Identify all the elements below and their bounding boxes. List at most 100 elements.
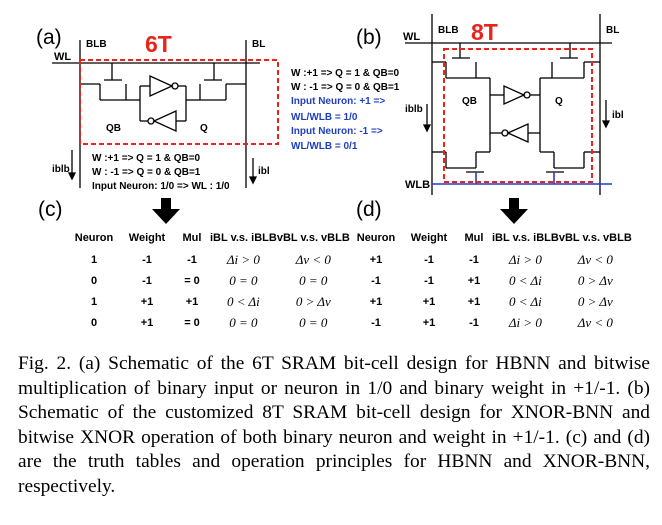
cell: 0 < Δi (509, 272, 542, 288)
panel-b-label: (b) (356, 26, 382, 49)
cell: = 0 (184, 274, 200, 287)
cell: -1 (371, 316, 381, 329)
header-weight: Weight (410, 232, 448, 244)
panel-b-blb-label: BLB (438, 25, 459, 36)
panel-d-label: (d) (356, 198, 382, 221)
panel-a-iblb-label: iblb (52, 164, 70, 175)
panel-c-label: (c) (38, 198, 63, 221)
cell: Δv < 0 (577, 251, 613, 267)
cell: Δi > 0 (508, 251, 542, 267)
cell: +1 (369, 253, 383, 266)
cell: -1 (469, 316, 479, 329)
panel-a-op-line-3: Input Neuron: 1/0 => WL : 1/0 (92, 181, 230, 192)
header-mul: Mul (464, 232, 484, 244)
table-row: +1 +1 +1 0 < Δi 0 > Δv (350, 291, 632, 312)
table-row: 0 +1 = 0 0 = 0 0 = 0 (68, 312, 350, 333)
header-current: iBL v.s. iBLB (210, 232, 277, 244)
cell: Δv < 0 (295, 251, 331, 267)
cell: 0 > Δv (295, 293, 331, 309)
panel-b-qb-label: QB (462, 96, 477, 107)
cell: -1 (424, 253, 434, 266)
panel-b-q-label: Q (555, 96, 563, 107)
cell: +1 (467, 295, 481, 308)
table-header-row: Neuron Weight Mul iBL v.s. iBLB vBL v.s.… (68, 227, 350, 249)
truth-table-c: Neuron Weight Mul iBL v.s. iBLB vBL v.s.… (68, 227, 350, 333)
table-row: 1 +1 +1 0 < Δi 0 > Δv (68, 291, 350, 312)
panel-a-cell-boundary (79, 59, 279, 145)
table-row: 1 -1 -1 Δi > 0 Δv < 0 (68, 249, 350, 270)
cell: 0 = 0 (229, 314, 258, 330)
cell: 0 < Δi (509, 293, 542, 309)
panel-a-qb-label: QB (106, 123, 121, 134)
table-row: +1 -1 -1 Δi > 0 Δv < 0 (350, 249, 632, 270)
panel-a-current-arrows (67, 150, 258, 185)
header-neuron: Neuron (74, 232, 114, 244)
panel-b-wl-label: WL (403, 31, 420, 43)
panel-a-q-label: Q (200, 123, 208, 134)
cell: 0 > Δv (577, 272, 613, 288)
panel-b-cell-boundary (443, 48, 593, 183)
down-arrow-c (152, 198, 180, 224)
panel-b-op-line-4: WL/WLB = 1/0 (291, 112, 358, 123)
panel-a-op-line-2: W : -1 => Q = 0 & QB=1 (92, 167, 201, 178)
header-neuron: Neuron (356, 232, 396, 244)
cell: -1 (187, 253, 197, 266)
cell: 0 = 0 (299, 272, 328, 288)
cell: -1 (142, 274, 152, 287)
panel-b-op-line-2: W : -1 => Q = 0 & QB=1 (291, 82, 400, 93)
panel-b-bl-label: BL (606, 25, 619, 36)
cell: -1 (469, 253, 479, 266)
cell: 0 < Δi (227, 293, 260, 309)
panel-a-title: 6T (145, 31, 172, 57)
cell: +1 (140, 295, 154, 308)
panel-a-op-line-1: W :+1 => Q = 1 & QB=0 (92, 153, 201, 164)
panel-a-label: (a) (36, 26, 62, 49)
cell: Δi > 0 (226, 251, 260, 267)
panel-b-iblb-label: iblb (405, 104, 423, 115)
cell: Δv < 0 (577, 314, 613, 330)
header-current: iBL v.s. iBLB (492, 232, 559, 244)
table-header-row: Neuron Weight Mul iBL v.s. iBLB vBL v.s.… (350, 227, 632, 249)
panel-b-wlb-label: WLB (405, 179, 430, 191)
panel-a-6t-cell (52, 40, 260, 188)
down-arrow-d (500, 198, 528, 224)
cell: 0 > Δv (577, 293, 613, 309)
cell: 0 (90, 316, 98, 329)
figure-caption: Fig. 2. (a) Schematic of the 6T SRAM bit… (18, 353, 650, 497)
panel-b-8t-cell (405, 14, 612, 195)
table-row: -1 +1 -1 Δi > 0 Δv < 0 (350, 312, 632, 333)
table-row: 0 -1 = 0 0 = 0 0 = 0 (68, 270, 350, 291)
header-voltage: vBL v.s. vBLB (276, 232, 350, 244)
panel-b-op-line-6: WL/WLB = 0/1 (291, 141, 358, 152)
header-voltage: vBL v.s. vBLB (558, 232, 632, 244)
cell: 0 (90, 274, 98, 287)
cell: -1 (424, 274, 434, 287)
truth-table-d: Neuron Weight Mul iBL v.s. iBLB vBL v.s.… (350, 227, 632, 333)
cell: +1 (185, 295, 199, 308)
cell: +1 (467, 274, 481, 287)
cell: -1 (142, 253, 152, 266)
panel-a-wl-label: WL (54, 51, 71, 63)
cell: 0 = 0 (299, 314, 328, 330)
cell: +1 (422, 316, 436, 329)
table-row: -1 -1 +1 0 < Δi 0 > Δv (350, 270, 632, 291)
cell: 1 (90, 295, 98, 308)
panel-b-current-arrows (422, 100, 611, 133)
panel-a-bl-label: BL (252, 39, 265, 50)
panel-b-op-line-3: Input Neuron: +1 => (291, 96, 385, 107)
panel-b-title: 8T (471, 19, 498, 45)
cell: 0 = 0 (229, 272, 258, 288)
panel-b-op-line-5: Input Neuron: -1 => (291, 126, 383, 137)
header-mul: Mul (182, 232, 202, 244)
panel-b-ibl-label: ibl (612, 110, 624, 121)
cell: +1 (369, 295, 383, 308)
cell: +1 (422, 295, 436, 308)
cell: = 0 (184, 316, 200, 329)
panel-a-blb-label: BLB (86, 39, 107, 50)
cell: -1 (371, 274, 381, 287)
schematic-diagram: (a) 6T BLB BL WL QB Q iblb ibl W :+1 => … (36, 14, 624, 224)
cell: Δi > 0 (508, 314, 542, 330)
cell: 1 (90, 253, 98, 266)
panel-b-op-line-1: W :+1 => Q = 1 & QB=0 (291, 68, 400, 79)
